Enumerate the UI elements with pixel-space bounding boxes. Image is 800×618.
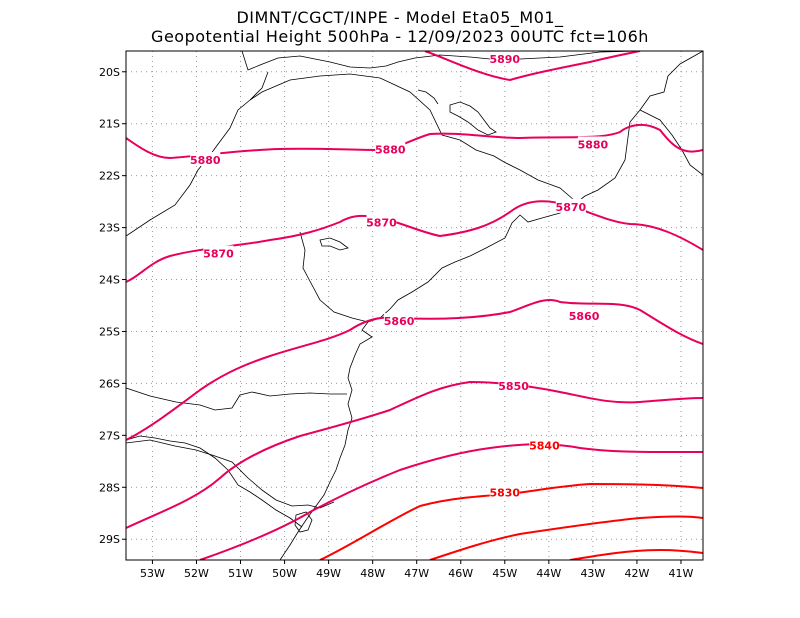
- x-tick-label: 45W: [492, 567, 517, 580]
- state-border-rj-es: [639, 109, 703, 176]
- coastline: [126, 51, 703, 560]
- contour-label-bg: [190, 152, 221, 167]
- contour-label: 5840: [529, 440, 560, 453]
- contour-label-bg: [489, 484, 520, 499]
- country-border-argentina: [126, 435, 303, 528]
- longitude-ticks: 53W 52W 51W 50W 49W 48W 47W 46W 45W 44W 43W 42W 41W: [140, 560, 694, 580]
- x-tick-label: 52W: [184, 567, 209, 580]
- map-frame: [125, 50, 704, 561]
- contour-label: 5890: [489, 53, 520, 66]
- lat-lon-grid: [126, 51, 703, 560]
- y-tick-label: 25S: [99, 325, 120, 338]
- contour-label-bg: [555, 198, 586, 213]
- contour-label: 5860: [384, 315, 415, 328]
- y-tick-label: 21S: [99, 118, 120, 131]
- atlantic-coastline: [241, 51, 641, 71]
- y-tick-label: 27S: [99, 429, 120, 442]
- y-tick-label: 28S: [99, 481, 120, 494]
- state-border-mg-sp: [249, 73, 575, 201]
- x-tick-label: 43W: [580, 567, 605, 580]
- x-tick-label: 42W: [624, 567, 649, 580]
- contour-label-bg: [498, 378, 529, 393]
- y-tick-label: 29S: [99, 533, 120, 546]
- contour-label: 5880: [190, 154, 221, 167]
- x-tick-label: 51W: [228, 567, 253, 580]
- contour-label: 5870: [203, 248, 234, 261]
- y-tick-label: 23S: [99, 222, 120, 235]
- lagoon-rs: [294, 511, 313, 533]
- contour-label: 5830: [489, 486, 520, 499]
- contour-label-bg: [384, 313, 415, 328]
- contour-label-bg: [203, 245, 234, 260]
- y-tick-label: 24S: [99, 274, 120, 287]
- contour-label: 5870: [556, 201, 587, 214]
- x-tick-label: 46W: [448, 567, 473, 580]
- contour-5870: [126, 200, 703, 283]
- contour-5820: [429, 515, 703, 560]
- contour-label-bg: [366, 214, 397, 229]
- y-tick-label: 22S: [99, 170, 120, 183]
- contour-label: 5870: [366, 216, 397, 229]
- x-tick-label: 47W: [404, 567, 429, 580]
- contour-5890: [424, 51, 641, 82]
- contour-5860: [126, 299, 703, 441]
- y-tick-label: 20S: [99, 66, 120, 79]
- contour-label: 5850: [498, 380, 529, 393]
- state-border-sc-rs: [126, 439, 335, 509]
- contour-label-bg: [529, 437, 560, 452]
- contour-labels: 5890 5880 5880 5880 5870 5870 5870 5860 5860 5850…: [190, 51, 609, 499]
- reservoir-2: [319, 237, 349, 251]
- contour-label: 5860: [569, 310, 600, 323]
- x-tick-label: 53W: [140, 567, 165, 580]
- sea-coastline: [279, 51, 703, 560]
- contour-5840: [199, 443, 703, 560]
- x-tick-label: 41W: [669, 567, 694, 580]
- x-tick-label: 48W: [360, 567, 385, 580]
- contour-lines: [126, 51, 703, 560]
- x-tick-label: 50W: [272, 567, 297, 580]
- state-border-pr-sp: [299, 231, 369, 323]
- contour-label-bg: [577, 136, 608, 151]
- contour-label-bg: [569, 307, 600, 322]
- contour-5850: [126, 380, 703, 529]
- x-tick-label: 49W: [316, 567, 341, 580]
- river-1: [417, 89, 439, 105]
- contour-label: 5880: [375, 144, 406, 157]
- state-border-pr-sc: [126, 387, 347, 411]
- latitude-ticks: 20S 21S 22S 23S 24S 25S 26S 27S 28S 29S: [99, 66, 126, 546]
- contour-label-bg: [489, 51, 520, 65]
- x-tick-label: 44W: [536, 567, 561, 580]
- contour-5810: [569, 548, 703, 560]
- reservoir-1: [449, 101, 497, 136]
- contour-label-bg: [375, 141, 406, 156]
- y-tick-label: 26S: [99, 377, 120, 390]
- title-line-1: DIMNT/CGCT/INPE - Model Eta05_M01_: [236, 8, 564, 27]
- title-line-2: Geopotential Height 500hPa - 12/09/2023 …: [151, 27, 649, 46]
- contour-label: 5880: [578, 138, 609, 151]
